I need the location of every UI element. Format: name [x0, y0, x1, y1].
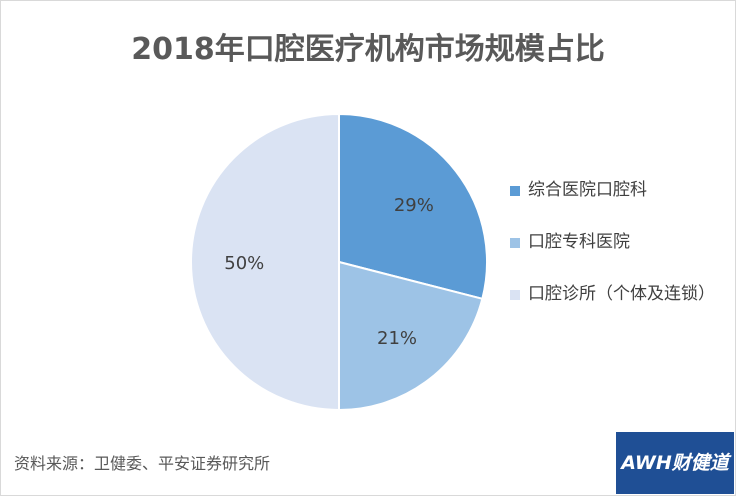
slice-data-label: 50%: [224, 253, 264, 274]
legend-label: 口腔诊所（个体及连锁）: [528, 284, 715, 304]
chart-title: 2018年口腔医疗机构市场规模占比: [131, 32, 605, 67]
legend-label: 口腔专科医院: [528, 232, 630, 252]
source-note: 资料来源：卫健委、平安证券研究所: [14, 454, 271, 473]
pie-slice: [338, 260, 484, 412]
pie-slice: [338, 112, 488, 301]
legend-item-clinic: 口腔诊所（个体及连锁）: [510, 282, 725, 307]
slice-data-label: 29%: [394, 195, 434, 216]
legend-label: 综合医院口腔科: [528, 180, 647, 200]
legend-swatch: [510, 238, 520, 248]
legend-swatch: [510, 290, 520, 300]
legend-swatch: [510, 186, 520, 196]
legend-item-general-hospital: 综合医院口腔科: [510, 178, 725, 203]
legend: 综合医院口腔科 口腔专科医院 口腔诊所（个体及连锁）: [510, 178, 725, 334]
legend-item-specialty-hospital: 口腔专科医院: [510, 230, 725, 255]
slice-data-label: 21%: [377, 328, 417, 349]
brand-logo: AWH财健道: [616, 432, 734, 494]
pie-slice: [190, 112, 340, 412]
